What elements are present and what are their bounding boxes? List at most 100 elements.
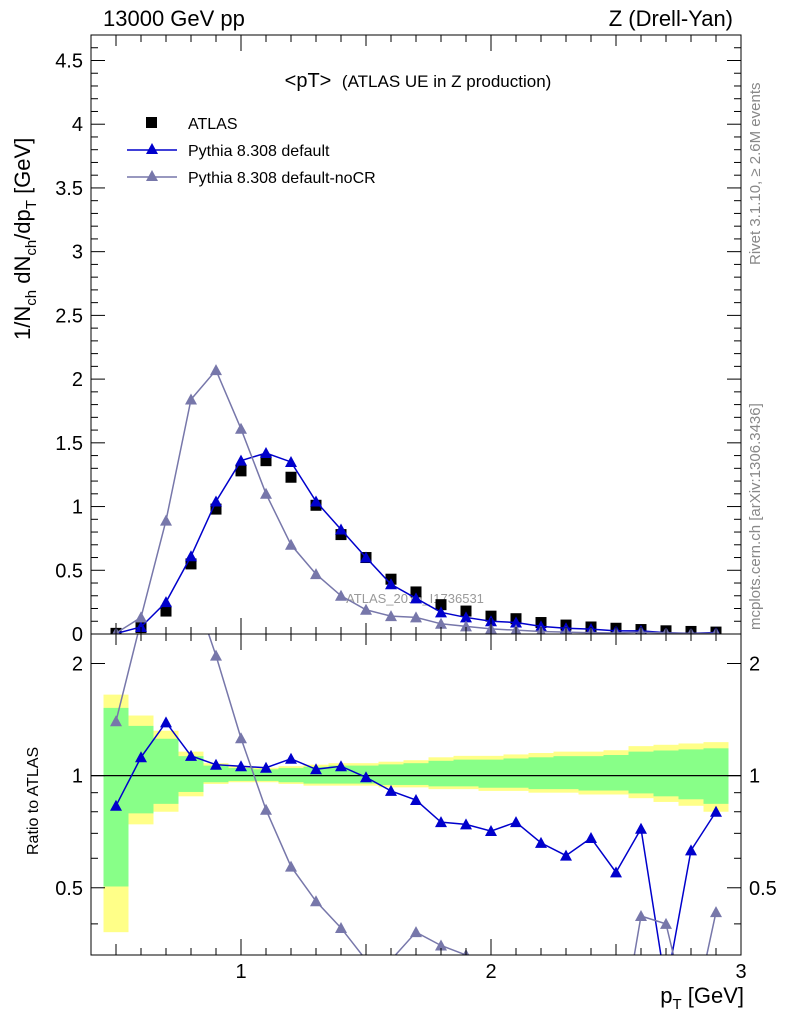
top-y-tick-label: 1 <box>72 497 83 519</box>
rivet-version-label: Rivet 3.1.10, ≥ 2.6M events <box>747 83 764 266</box>
pythia-default-point <box>435 606 447 618</box>
ratio-pythia-default-point <box>710 805 722 817</box>
ratio-pythia-nocr-point <box>435 939 447 951</box>
legend-marker-atlas <box>146 117 157 128</box>
atlas-data-point <box>185 558 197 570</box>
ratio-pythia-default-point <box>635 822 647 834</box>
ratio-y-tick-label: 2 <box>72 653 83 675</box>
ratio-pythia-nocr-point <box>310 895 322 907</box>
pythia-nocr-point <box>385 610 397 622</box>
pythia-default-line <box>115 452 717 634</box>
top-y-tick-label: 2.5 <box>55 305 83 327</box>
atlas-data-point <box>260 455 272 467</box>
ratio-inner-band-bin <box>578 756 604 791</box>
ratio-inner-band-bin <box>403 763 429 785</box>
atlas-data-point <box>160 605 172 617</box>
ratio-pythia-default-point <box>560 849 572 861</box>
ratio-inner-band-bin <box>678 749 704 800</box>
top-y-tick-label: 4.5 <box>55 50 83 72</box>
atlas-data-point <box>410 586 422 598</box>
top-y-tick-label: 3 <box>72 242 83 264</box>
pythia-default-point <box>510 616 522 628</box>
ratio-pythia-default-point <box>235 760 247 772</box>
legend-marker-pythia-default <box>146 143 158 154</box>
ratio-inner-band-bin <box>528 757 554 790</box>
legend-marker-pythia-nocr <box>146 170 158 181</box>
ratio-pythia-nocr-point <box>710 906 722 918</box>
pythia-nocr-point <box>460 620 472 632</box>
pythia-nocr-point <box>160 514 172 526</box>
pythia-default-point <box>460 611 472 623</box>
pythia-nocr-point <box>285 538 297 550</box>
pythia-default-point <box>385 578 397 590</box>
ratio-pythia-default-point <box>460 818 472 830</box>
atlas-data-point <box>335 529 347 541</box>
ratio-inner-band-bin <box>478 759 504 788</box>
ratio-y-axis-label: Ratio to ATLAS <box>25 747 42 855</box>
top-y-tick-label: 2 <box>72 369 83 391</box>
pythia-nocr-point <box>435 617 447 629</box>
ratio-inner-band-bin <box>628 751 654 794</box>
ratio-y-tick-label: 0.5 <box>55 878 83 900</box>
ratio-pythia-default-point <box>135 751 147 763</box>
pythia-nocr-point <box>260 487 272 499</box>
top-y-tick-label: 0 <box>72 624 83 646</box>
top-y-tick-label: 1.5 <box>55 433 83 455</box>
header-right-label: Z (Drell-Yan) <box>609 6 733 31</box>
ratio-inner-band-bin <box>553 756 579 790</box>
ratio-pythia-default-point <box>335 760 347 772</box>
ratio-y-tick-label-right: 1 <box>749 766 760 788</box>
ratio-inner-band-bin <box>653 750 679 797</box>
top-y-tick-label: 4 <box>72 114 83 136</box>
legend-label-pythia-default: Pythia 8.308 default <box>188 143 330 160</box>
atlas-data-point <box>210 503 222 515</box>
pythia-default-point <box>260 447 272 459</box>
ratio-pythia-nocr-point <box>635 909 647 921</box>
pythia-nocr-point <box>185 393 197 405</box>
ratio-inner-band-bin <box>328 765 354 784</box>
pythia-default-point <box>310 495 322 507</box>
pythia-nocr-point <box>360 603 372 615</box>
ratio-inner-band-bin <box>603 755 629 791</box>
x-tick-label: 3 <box>735 961 746 983</box>
pythia-nocr-point <box>335 589 347 601</box>
pythia-nocr-point <box>135 611 147 623</box>
atlas-data-point <box>435 599 447 611</box>
x-tick-label: 1 <box>235 961 246 983</box>
ratio-pythia-nocr-point <box>210 649 222 661</box>
pythia-nocr-point <box>210 364 222 376</box>
ratio-pythia-default-point <box>260 761 272 773</box>
top-y-tick-label: 3.5 <box>55 178 83 200</box>
ratio-pythia-default-point <box>210 758 222 770</box>
ratio-inner-band-bin <box>428 760 454 787</box>
ratio-pythia-nocr-point <box>390 953 392 955</box>
ratio-y-tick-label-right: 0.5 <box>749 878 777 900</box>
ratio-pythia-default-point <box>185 749 197 761</box>
ratio-inner-band-bin <box>128 725 154 814</box>
ratio-inner-band-bin <box>503 758 529 788</box>
ratio-inner-band-bin <box>203 765 229 783</box>
ratio-inner-band-bin <box>453 759 479 787</box>
pythia-default-point <box>410 592 422 604</box>
top-y-axis-label: 1/Nch dNch/dpT [GeV] <box>10 138 40 340</box>
ratio-inner-band-bin <box>178 756 204 792</box>
ratio-pythia-default-point <box>285 752 297 764</box>
ratio-pythia-default-point <box>360 771 372 783</box>
ratio-pythia-default-point <box>485 825 497 837</box>
pythia-nocr-point <box>235 422 247 434</box>
ratio-pythia-nocr-point <box>510 994 522 1005</box>
ratio-pythia-default-point <box>160 716 172 728</box>
ratio-pythia-nocr-point <box>185 576 197 587</box>
header-left-label: 13000 GeV pp <box>103 6 245 31</box>
ratio-pythia-default-point <box>535 836 547 848</box>
ratio-panel-clipped <box>110 576 722 1024</box>
ratio-inner-band-bin <box>103 707 129 887</box>
ratio-pythia-nocr-point <box>535 1015 547 1024</box>
atlas-data-point <box>235 465 247 477</box>
pythia-nocr-point <box>310 568 322 580</box>
pythia-default-point <box>235 454 247 466</box>
ratio-y-tick-label: 1 <box>72 766 83 788</box>
pythia-default-point <box>160 596 172 608</box>
ratio-pythia-nocr-point <box>335 921 347 933</box>
